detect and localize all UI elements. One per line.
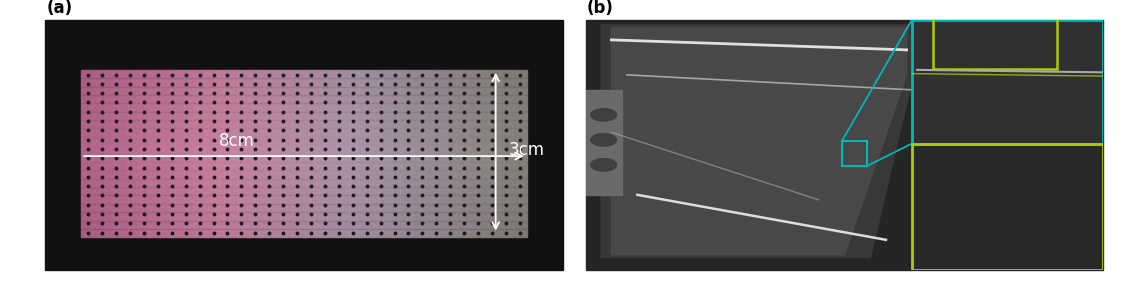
Bar [159, 70, 171, 237]
Bar [81, 154, 527, 162]
Bar [215, 70, 226, 237]
Polygon shape [601, 25, 912, 257]
Text: (b): (b) [587, 0, 614, 17]
Bar [504, 70, 516, 237]
Bar [81, 70, 527, 78]
Bar [427, 70, 438, 237]
Bar [327, 70, 338, 237]
Bar [438, 70, 449, 237]
Bar [81, 229, 527, 237]
Bar [81, 103, 527, 112]
Bar [81, 204, 527, 212]
Bar [81, 95, 527, 103]
Bar [471, 70, 483, 237]
Bar [932, 0, 1057, 69]
Bar [81, 179, 527, 187]
Circle shape [591, 108, 617, 121]
Bar [516, 70, 527, 237]
Bar [81, 70, 93, 237]
Bar [404, 70, 415, 237]
Bar [126, 70, 137, 237]
Bar [92, 70, 104, 237]
Bar [81, 195, 527, 204]
Polygon shape [611, 27, 906, 255]
Text: 8cm: 8cm [218, 132, 254, 150]
Bar [349, 70, 360, 237]
Bar [238, 70, 249, 237]
Bar [370, 70, 383, 237]
Bar [81, 87, 527, 95]
Text: 3cm: 3cm [509, 141, 545, 159]
Bar [282, 70, 294, 237]
Bar [81, 120, 527, 128]
Circle shape [591, 133, 617, 146]
Bar [449, 70, 461, 237]
Bar [104, 70, 115, 237]
Bar [81, 212, 527, 221]
Bar [315, 70, 327, 237]
Bar [912, 144, 1103, 270]
Bar [382, 70, 394, 237]
Bar [482, 70, 494, 237]
Bar [81, 145, 527, 154]
Bar [393, 70, 404, 237]
Bar [259, 70, 271, 237]
Bar [81, 170, 527, 179]
Bar [304, 70, 315, 237]
Bar [115, 70, 126, 237]
Bar [270, 70, 283, 237]
Bar [81, 137, 527, 145]
Bar [293, 70, 304, 237]
Bar [459, 70, 472, 237]
Bar [359, 70, 372, 237]
Circle shape [591, 158, 617, 171]
Bar [415, 70, 427, 237]
Bar [81, 128, 527, 137]
Bar [204, 70, 215, 237]
Bar [338, 70, 349, 237]
Bar [81, 162, 527, 170]
Bar [81, 221, 527, 229]
Bar [170, 70, 182, 237]
Bar [912, 20, 1103, 144]
Bar [842, 141, 867, 166]
Text: (a): (a) [46, 0, 72, 17]
Bar [226, 70, 238, 237]
Bar [149, 70, 160, 237]
Bar [181, 70, 194, 237]
Bar [81, 112, 527, 120]
Bar [912, 144, 1103, 270]
Bar [912, 20, 1103, 144]
Bar [81, 78, 527, 87]
Bar [249, 70, 260, 237]
Bar [586, 90, 622, 195]
Bar [137, 70, 149, 237]
Bar [81, 187, 527, 195]
Bar [493, 70, 504, 237]
Bar [193, 70, 204, 237]
